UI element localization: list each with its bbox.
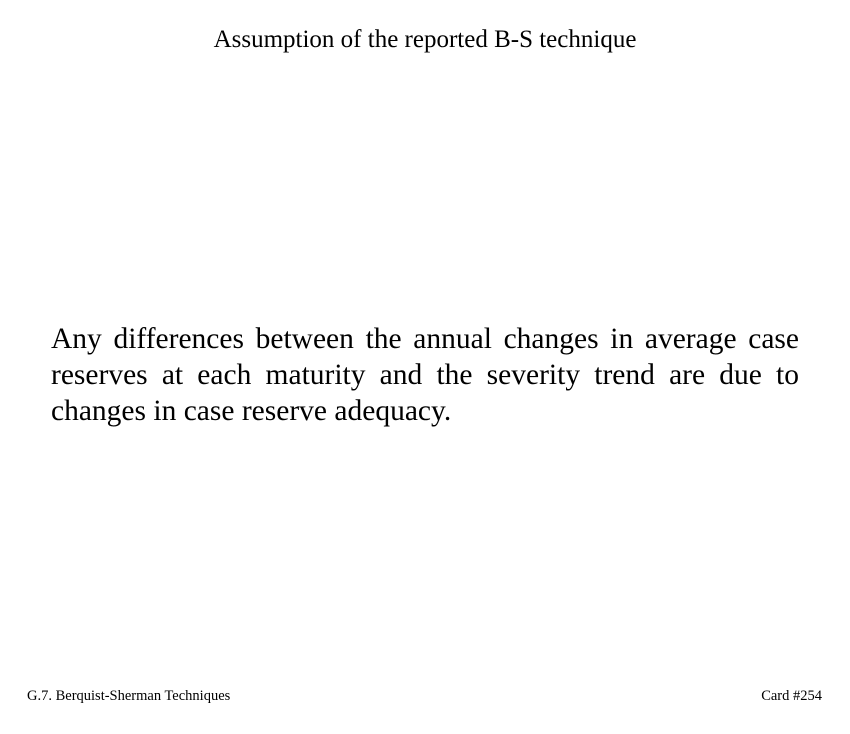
card-section-label: G.7. Berquist-Sherman Techniques bbox=[27, 688, 231, 704]
card-title: Assumption of the reported B-S technique bbox=[213, 26, 637, 53]
card-number-label: Card #254 bbox=[761, 688, 822, 704]
card-body-text: Any differences between the annual chang… bbox=[51, 323, 799, 427]
